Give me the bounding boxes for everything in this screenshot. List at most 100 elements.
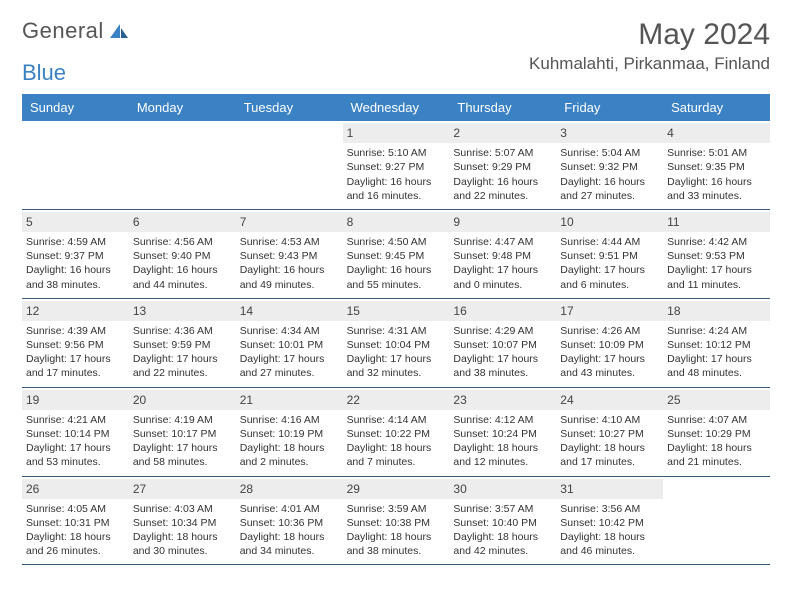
day-number: 21 [236,390,343,410]
day-info-line: and 11 minutes. [667,278,766,292]
day-cell: 4Sunrise: 5:01 AMSunset: 9:35 PMDaylight… [663,121,770,209]
day-info-line: Sunset: 9:53 PM [667,249,766,263]
day-info-line: Sunrise: 5:07 AM [453,146,552,160]
day-info-line: and 38 minutes. [26,278,125,292]
day-info-line: Sunrise: 4:39 AM [26,324,125,338]
day-info-line: Daylight: 18 hours [347,530,446,544]
day-info-line: Sunset: 9:56 PM [26,338,125,352]
day-cell: 18Sunrise: 4:24 AMSunset: 10:12 PMDaylig… [663,299,770,387]
day-cell: 5Sunrise: 4:59 AMSunset: 9:37 PMDaylight… [22,210,129,298]
day-header-fri: Friday [556,94,663,121]
day-cell: 28Sunrise: 4:01 AMSunset: 10:36 PMDaylig… [236,477,343,565]
day-header-sun: Sunday [22,94,129,121]
day-info-line: and 58 minutes. [133,455,232,469]
day-number: 15 [343,301,450,321]
day-info-line: Sunset: 10:09 PM [560,338,659,352]
day-cell: 24Sunrise: 4:10 AMSunset: 10:27 PMDaylig… [556,388,663,476]
day-info-line: and 48 minutes. [667,366,766,380]
day-info-line: Daylight: 17 hours [667,263,766,277]
day-info-line: Sunset: 10:42 PM [560,516,659,530]
day-info-line: Sunset: 10:27 PM [560,427,659,441]
week-row: 1Sunrise: 5:10 AMSunset: 9:27 PMDaylight… [22,121,770,210]
day-info-line: Sunset: 10:14 PM [26,427,125,441]
day-info-line: Sunset: 10:40 PM [453,516,552,530]
day-cell: 31Sunrise: 3:56 AMSunset: 10:42 PMDaylig… [556,477,663,565]
day-info-line: Sunset: 9:29 PM [453,160,552,174]
day-cell: 9Sunrise: 4:47 AMSunset: 9:48 PMDaylight… [449,210,556,298]
day-number: 27 [129,479,236,499]
day-cell: 13Sunrise: 4:36 AMSunset: 9:59 PMDayligh… [129,299,236,387]
day-info-line: and 55 minutes. [347,278,446,292]
day-info-line: and 17 minutes. [26,366,125,380]
day-number: 24 [556,390,663,410]
week-row: 5Sunrise: 4:59 AMSunset: 9:37 PMDaylight… [22,210,770,299]
day-number: 14 [236,301,343,321]
day-number: 28 [236,479,343,499]
day-info-line: Daylight: 17 hours [453,352,552,366]
day-number: 10 [556,212,663,232]
day-number: 16 [449,301,556,321]
day-cell: 11Sunrise: 4:42 AMSunset: 9:53 PMDayligh… [663,210,770,298]
day-info-line: Sunrise: 4:24 AM [667,324,766,338]
day-cell: 29 Sunrise: 3:59 AMSunset: 10:38 PMDaylig… [343,477,450,565]
day-info-line: Sunset: 9:27 PM [347,160,446,174]
day-info-line: Sunset: 10:34 PM [133,516,232,530]
day-info-line: Sunrise: 4:50 AM [347,235,446,249]
day-info-line: Sunrise: 4:16 AM [240,413,339,427]
day-info-line: Sunrise: 4:12 AM [453,413,552,427]
day-info-line: Sunrise: 4:07 AM [667,413,766,427]
day-cell: 19Sunrise: 4:21 AMSunset: 10:14 PMDaylig… [22,388,129,476]
day-info-line: Sunrise: 3:59 AM [347,502,446,516]
day-info-line: Daylight: 16 hours [133,263,232,277]
day-info-line: and 2 minutes. [240,455,339,469]
day-info-line: and 27 minutes. [560,189,659,203]
day-info-line: Sunset: 9:48 PM [453,249,552,263]
day-info-line: and 21 minutes. [667,455,766,469]
day-info-line: Sunset: 10:24 PM [453,427,552,441]
day-info-line: Daylight: 16 hours [347,175,446,189]
day-number: 22 [343,390,450,410]
day-info-line: Sunrise: 5:10 AM [347,146,446,160]
day-info-line: and 44 minutes. [133,278,232,292]
day-cell: 3Sunrise: 5:04 AMSunset: 9:32 PMDaylight… [556,121,663,209]
day-cell [663,477,770,565]
day-info-line: Sunset: 9:35 PM [667,160,766,174]
day-header-row: Sunday Monday Tuesday Wednesday Thursday… [22,94,770,121]
day-cell: 12Sunrise: 4:39 AMSunset: 9:56 PMDayligh… [22,299,129,387]
day-info-line: Sunset: 10:38 PM [347,516,446,530]
sail-icon [108,22,130,40]
day-cell: 26Sunrise: 4:05 AMSunset: 10:31 PMDaylig… [22,477,129,565]
day-number: 8 [343,212,450,232]
day-info-line: Sunset: 10:17 PM [133,427,232,441]
day-info-line: Sunset: 10:01 PM [240,338,339,352]
day-number: 31 [556,479,663,499]
day-info-line: and 38 minutes. [347,544,446,558]
day-info-line: Sunset: 9:40 PM [133,249,232,263]
day-cell: 17Sunrise: 4:26 AMSunset: 10:09 PMDaylig… [556,299,663,387]
day-info-line: and 34 minutes. [240,544,339,558]
day-info-line: Sunrise: 4:42 AM [667,235,766,249]
day-info-line: Daylight: 17 hours [560,263,659,277]
day-info-line: Daylight: 16 hours [347,263,446,277]
day-number: 3 [556,123,663,143]
day-cell: 23Sunrise: 4:12 AMSunset: 10:24 PMDaylig… [449,388,556,476]
day-info-line: and 22 minutes. [453,189,552,203]
day-info-line: Daylight: 18 hours [240,530,339,544]
day-number: 7 [236,212,343,232]
day-info-line: and 46 minutes. [560,544,659,558]
day-number: 29 [343,479,450,499]
day-cell: 27Sunrise: 4:03 AMSunset: 10:34 PMDaylig… [129,477,236,565]
day-info-line: and 30 minutes. [133,544,232,558]
day-cell: 25Sunrise: 4:07 AMSunset: 10:29 PMDaylig… [663,388,770,476]
day-cell: 10Sunrise: 4:44 AMSunset: 9:51 PMDayligh… [556,210,663,298]
day-cell: 7Sunrise: 4:53 AMSunset: 9:43 PMDaylight… [236,210,343,298]
day-info-line: Daylight: 17 hours [240,352,339,366]
day-info-line: Daylight: 17 hours [26,441,125,455]
week-row: 12Sunrise: 4:39 AMSunset: 9:56 PMDayligh… [22,299,770,388]
day-info-line: Daylight: 16 hours [560,175,659,189]
day-info-line: Sunset: 9:45 PM [347,249,446,263]
day-info-line: Sunset: 10:29 PM [667,427,766,441]
day-number: 25 [663,390,770,410]
day-info-line: Daylight: 16 hours [240,263,339,277]
day-info-line: and 7 minutes. [347,455,446,469]
